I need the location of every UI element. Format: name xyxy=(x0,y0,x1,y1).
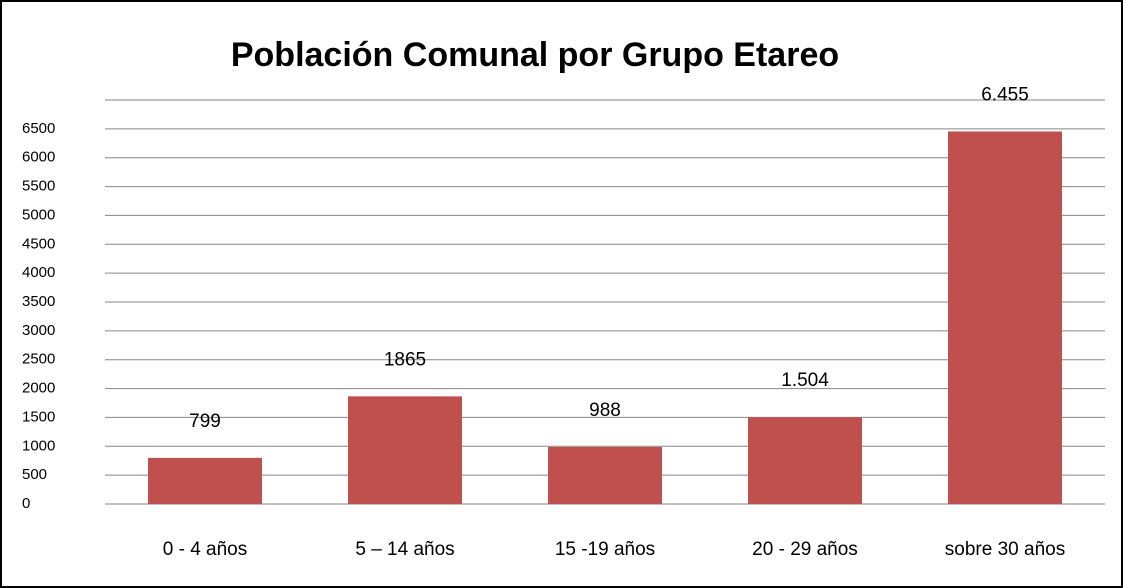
y-tick-label: 6500 xyxy=(22,120,55,137)
y-tick-label: 4000 xyxy=(22,264,55,281)
y-tick-label: 5000 xyxy=(22,206,55,223)
y-tick-label: 500 xyxy=(22,466,47,483)
y-tick-label: 1500 xyxy=(22,408,55,425)
data-label: 799 xyxy=(189,411,221,432)
data-label: 6.455 xyxy=(981,84,1029,105)
data-label: 1.504 xyxy=(781,370,829,391)
y-tick-label: 3000 xyxy=(22,322,55,339)
x-tick-label: 20 - 29 años xyxy=(752,539,858,560)
x-tick-label: 15 -19 años xyxy=(555,539,655,560)
y-tick-label: 2000 xyxy=(22,380,55,397)
y-tick-label: 5500 xyxy=(22,178,55,195)
x-tick-label: sobre 30 años xyxy=(945,539,1065,560)
y-tick-label: 1000 xyxy=(22,437,55,454)
data-label: 988 xyxy=(589,400,621,421)
y-tick-label: 0 xyxy=(22,495,30,512)
chart-title: Población Comunal por Grupo Etareo xyxy=(231,36,839,74)
bar xyxy=(748,417,862,504)
x-tick-label: 0 - 4 años xyxy=(163,539,248,560)
bar xyxy=(148,457,262,504)
bar xyxy=(548,446,662,504)
y-tick-label: 2500 xyxy=(22,351,55,368)
y-tick-label: 3500 xyxy=(22,293,55,310)
y-tick-label: 6000 xyxy=(22,149,55,166)
data-label: 1865 xyxy=(384,349,426,370)
bar xyxy=(948,131,1062,504)
x-tick-label: 5 – 14 años xyxy=(355,539,454,560)
bar xyxy=(348,396,462,504)
y-tick-label: 4500 xyxy=(22,235,55,252)
